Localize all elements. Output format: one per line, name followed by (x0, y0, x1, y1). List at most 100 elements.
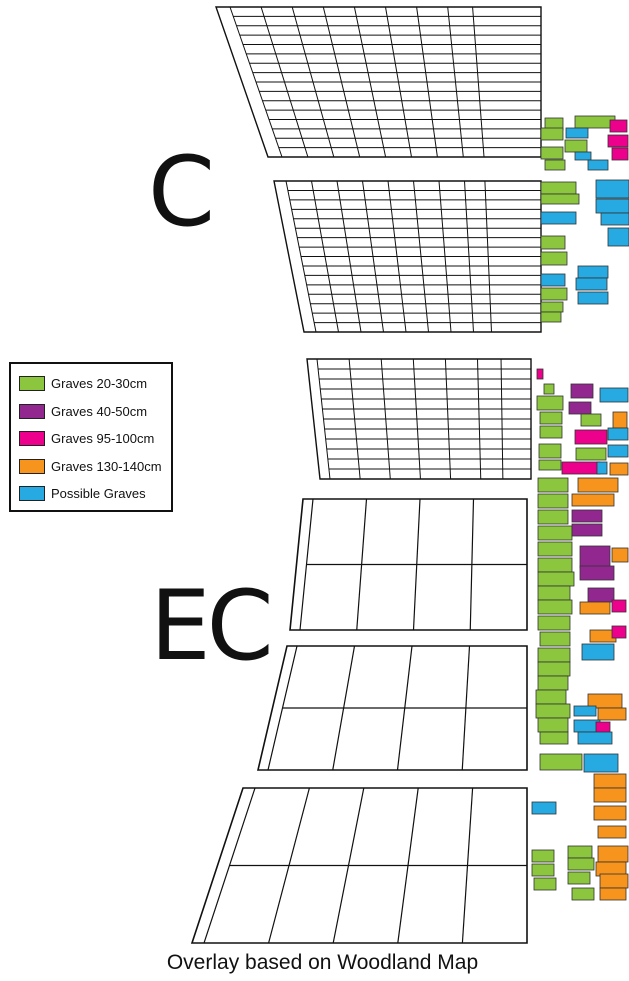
swatch-orange-icon (19, 458, 45, 474)
grave-20-30cm (574, 115, 616, 129)
grave-20-30cm (539, 731, 569, 745)
grave-40-50cm (571, 509, 603, 523)
grave-130-140cm (599, 887, 627, 901)
grave-20-30cm (540, 235, 566, 250)
grave-40-50cm (571, 523, 603, 537)
grave-20-30cm (537, 493, 569, 509)
grave-130-140cm (599, 873, 629, 889)
possible-grave (595, 179, 629, 199)
grave-40-50cm (570, 383, 594, 399)
grave-95-100cm (536, 368, 544, 380)
grave-20-30cm (540, 181, 577, 195)
grave-40-50cm (568, 401, 592, 415)
grave-20-30cm (567, 845, 593, 859)
possible-grave (540, 211, 577, 225)
swatch-purple-icon (19, 403, 45, 419)
legend-label: Graves 130-140cm (51, 458, 162, 474)
grave-95-100cm (607, 134, 629, 148)
grave-130-140cm (611, 547, 629, 563)
grave-130-140cm (593, 773, 627, 789)
grave-20-30cm (540, 127, 564, 141)
grave-20-30cm (544, 159, 566, 171)
grave-130-140cm (612, 411, 628, 429)
grave-20-30cm (571, 887, 595, 901)
grave-20-30cm (533, 877, 557, 891)
grave-40-50cm (587, 587, 615, 603)
grave-20-30cm (540, 301, 564, 313)
possible-grave (596, 461, 608, 475)
legend-item-graves-20-30: Graves 20-30cm (19, 370, 163, 398)
grave-95-100cm (611, 625, 627, 639)
grave-130-140cm (597, 825, 627, 839)
grave-20-30cm (540, 287, 568, 301)
grave-20-30cm (538, 443, 562, 459)
grave-20-30cm (537, 717, 569, 733)
legend-label: Graves 95-100cm (51, 431, 155, 447)
grave-20-30cm (575, 447, 607, 461)
grave-20-30cm (539, 753, 583, 771)
possible-grave (599, 387, 629, 403)
grave-95-100cm (611, 147, 629, 161)
grave-20-30cm (543, 383, 555, 395)
grave-40-50cm (579, 545, 611, 569)
grave-130-140cm (609, 462, 629, 476)
grave-20-30cm (539, 631, 571, 647)
grave-20-30cm (538, 459, 562, 471)
grave-130-140cm (579, 601, 611, 615)
section-label-ec: EC (150, 570, 274, 682)
grave-20-30cm (531, 863, 555, 877)
grave-130-140cm (577, 477, 619, 493)
swatch-magenta-icon (19, 431, 45, 447)
grave-20-30cm (567, 857, 595, 871)
legend-item-graves-40-50: Graves 40-50cm (19, 398, 163, 426)
grave-20-30cm (567, 871, 591, 885)
grave-130-140cm (597, 707, 627, 721)
grave-95-100cm (574, 429, 608, 445)
possible-grave (600, 212, 629, 226)
legend-item-possible-graves: Possible Graves (19, 480, 163, 508)
grave-20-30cm (537, 541, 573, 557)
possible-grave (565, 127, 589, 139)
grave-20-30cm (539, 425, 563, 439)
grave-40-50cm (579, 565, 615, 581)
possible-grave (583, 753, 619, 773)
possible-grave (581, 643, 615, 661)
grave-20-30cm (537, 599, 573, 615)
grave-20-30cm (564, 139, 588, 153)
grave-20-30cm (535, 689, 567, 705)
possible-grave (607, 227, 629, 247)
possible-grave (607, 427, 629, 441)
legend-label: Possible Graves (51, 486, 146, 502)
grave-20-30cm (540, 311, 562, 323)
grave-markers (531, 115, 629, 901)
legend-item-graves-130-140: Graves 130-140cm (19, 453, 163, 481)
grave-95-100cm (611, 599, 627, 613)
grave-20-30cm (537, 509, 569, 525)
legend: Graves 20-30cm Graves 40-50cm Graves 95-… (9, 362, 173, 512)
grave-20-30cm (580, 413, 602, 427)
grave-20-30cm (537, 571, 575, 587)
possible-grave (531, 801, 557, 815)
grave-20-30cm (536, 395, 564, 411)
possible-grave (575, 277, 608, 291)
legend-label: Graves 20-30cm (51, 376, 148, 392)
grave-20-30cm (537, 661, 571, 677)
grave-20-30cm (537, 675, 569, 691)
grave-20-30cm (537, 615, 571, 631)
grave-20-30cm (537, 557, 573, 573)
swatch-green-icon (19, 376, 45, 392)
grave-130-140cm (571, 493, 615, 507)
grave-95-100cm (561, 461, 601, 475)
grave-20-30cm (540, 251, 568, 266)
grave-20-30cm (539, 411, 563, 425)
possible-grave (607, 444, 629, 458)
possible-grave (577, 731, 613, 745)
possible-grave (573, 705, 597, 717)
grave-20-30cm (531, 849, 555, 863)
legend-item-graves-95-100: Graves 95-100cm (19, 425, 163, 453)
map-caption: Overlay based on Woodland Map (166, 951, 479, 974)
possible-grave (574, 151, 592, 161)
possible-grave (540, 273, 566, 287)
swatch-blue-icon (19, 486, 45, 502)
